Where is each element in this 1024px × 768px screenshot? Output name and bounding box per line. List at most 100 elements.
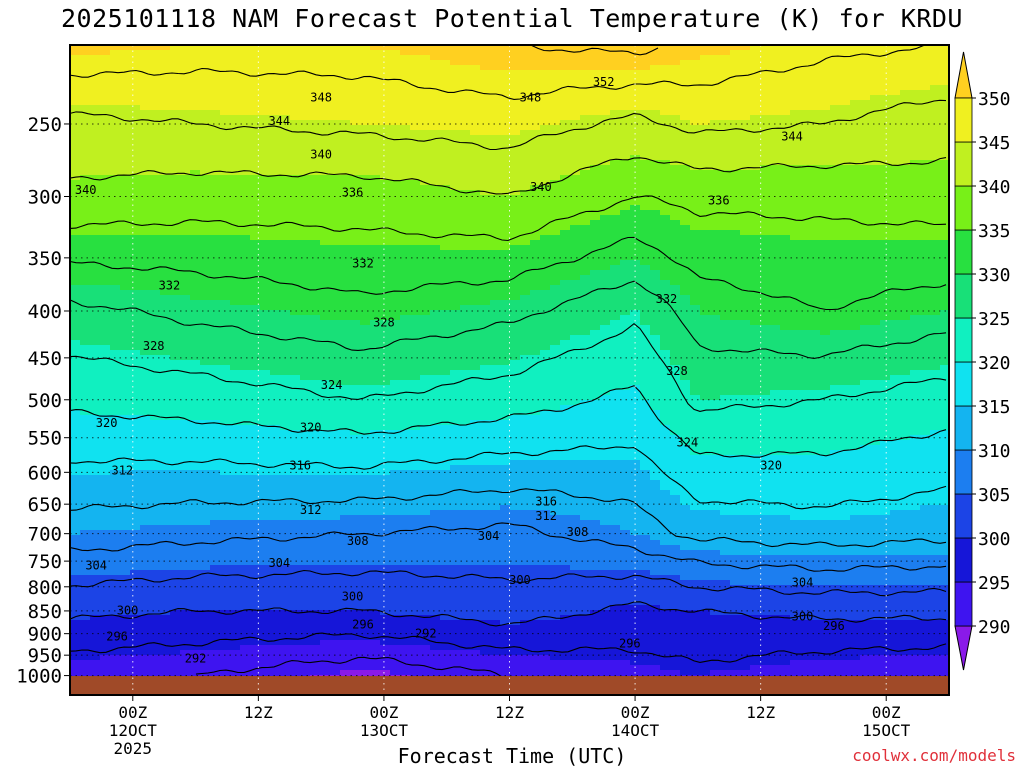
- theta-cell: [400, 470, 411, 516]
- theta-cell: [610, 605, 621, 661]
- theta-cell: [330, 640, 341, 676]
- theta-cell: [900, 90, 911, 166]
- theta-cell: [570, 70, 581, 121]
- theta-cell: [370, 515, 381, 566]
- theta-cell: [860, 240, 871, 326]
- theta-cell: [110, 415, 121, 471]
- theta-cell: [940, 655, 949, 695]
- theta-cell: [260, 310, 271, 371]
- theta-cell: [410, 515, 421, 566]
- theta-cell: [190, 420, 201, 471]
- theta-cell: [540, 290, 551, 351]
- theta-cell: [470, 45, 481, 66]
- theta-cell: [440, 620, 451, 651]
- theta-cell: [480, 620, 491, 656]
- theta-cell: [130, 50, 141, 106]
- theta-cell: [480, 655, 491, 695]
- theta-cell: [460, 565, 471, 621]
- theta-cell: [240, 235, 251, 306]
- theta-cell: [200, 175, 211, 236]
- theta-cell: [730, 45, 741, 51]
- theta-cell: [550, 620, 561, 661]
- theta-cell: [940, 85, 949, 161]
- theta-cell: [730, 320, 741, 396]
- theta-cell: [670, 115, 681, 166]
- theta-cell: [350, 320, 361, 386]
- theta-cell: [340, 320, 351, 386]
- theta-cell: [530, 565, 541, 621]
- theta-cell: [880, 165, 891, 241]
- theta-cell: [100, 105, 111, 176]
- theta-cell: [760, 235, 771, 326]
- theta-cell: [540, 235, 551, 291]
- theta-cell: [310, 565, 321, 611]
- theta-cell: [350, 640, 361, 671]
- theta-cell: [360, 475, 371, 516]
- theta-cell: [590, 400, 601, 461]
- theta-cell: [410, 55, 421, 131]
- x-tick-label: 12Z: [244, 703, 273, 722]
- theta-cell: [140, 355, 151, 416]
- theta-cell: [660, 45, 671, 66]
- colorbar-label: 315: [978, 397, 1011, 418]
- theta-cell: [740, 235, 751, 321]
- theta-cell: [450, 130, 461, 191]
- theta-cell: [260, 565, 271, 611]
- theta-cell: [730, 120, 741, 171]
- theta-cell: [770, 115, 781, 166]
- theta-cell: [290, 645, 301, 695]
- theta-cell: [320, 610, 331, 641]
- theta-cell: [110, 175, 121, 236]
- theta-cell: [420, 515, 431, 566]
- theta-cell: [130, 415, 141, 471]
- isentrope-300: [70, 601, 947, 627]
- theta-cell: [540, 45, 551, 71]
- theta-cell: [650, 270, 661, 336]
- theta-cell: [790, 620, 801, 661]
- theta-cell: [820, 335, 831, 391]
- theta-cell: [280, 430, 291, 476]
- theta-cell: [860, 555, 871, 586]
- colorbar-swatch: [954, 185, 973, 231]
- theta-cell: [290, 475, 301, 521]
- theta-cell: [210, 650, 221, 695]
- theta-cell: [850, 240, 861, 331]
- theta-cell: [540, 460, 551, 511]
- theta-cell: [90, 45, 101, 56]
- theta-cell: [430, 510, 441, 566]
- theta-cell: [150, 235, 161, 291]
- theta-cell: [570, 175, 581, 226]
- theta-cell: [220, 520, 231, 566]
- theta-cell: [690, 45, 701, 61]
- theta-cell: [80, 45, 91, 56]
- theta-cell: [910, 370, 921, 436]
- theta-cell: [90, 285, 101, 346]
- theta-cell: [660, 160, 671, 216]
- theta-cell: [700, 510, 711, 551]
- theta-cell: [410, 470, 421, 516]
- theta-cell: [850, 100, 861, 166]
- theta-cell: [420, 245, 431, 316]
- theta-cell: [120, 415, 131, 471]
- theta-cell: [500, 505, 511, 566]
- y-tick-label: 350: [28, 248, 62, 270]
- contour-label: 340: [310, 148, 332, 162]
- theta-cell: [940, 585, 949, 621]
- theta-cell: [590, 165, 601, 221]
- theta-cell: [320, 640, 331, 676]
- theta-cell: [220, 300, 231, 366]
- theta-cell: [930, 505, 941, 556]
- theta-cell: [220, 565, 231, 611]
- theta-cell: [790, 390, 801, 456]
- theta-cell: [350, 45, 361, 126]
- theta-cell: [580, 115, 591, 171]
- theta-cell: [540, 125, 551, 186]
- theta-cell: [510, 625, 521, 656]
- theta-cell: [70, 105, 81, 181]
- credit-link[interactable]: coolwx.com/models: [852, 746, 1016, 765]
- theta-cell: [530, 355, 541, 416]
- theta-cell: [900, 620, 911, 656]
- theta-cell: [530, 415, 541, 461]
- theta-cell: [180, 470, 191, 526]
- theta-cell: [110, 615, 121, 656]
